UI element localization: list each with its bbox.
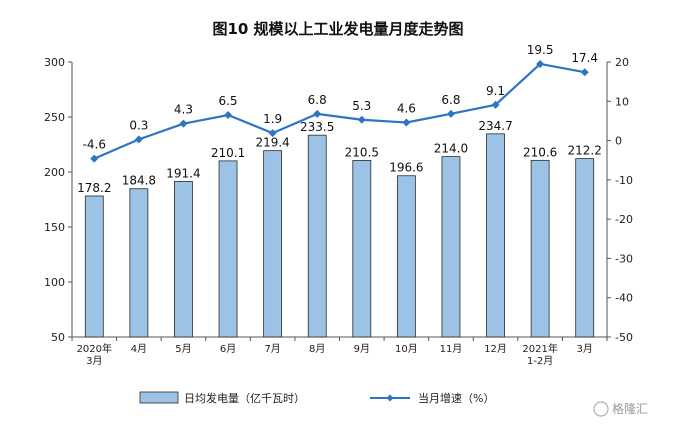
growth-point [268,129,277,138]
left-axis-tick-label: 300 [44,56,65,69]
bar-value-label: 219.4 [255,136,289,150]
category-label: 1-2月 [527,355,553,367]
right-axis-tick-label: -40 [615,292,633,305]
growth-value-label: 4.6 [397,102,416,116]
category-label: 6月 [220,343,236,355]
category-label: 2021年 [522,342,557,355]
category-label: 3月 [577,343,593,355]
category-label: 11月 [440,343,463,355]
category-label: 3月 [86,355,102,367]
category-label: 9月 [354,343,370,355]
legend-bar-swatch [139,391,179,404]
bar [352,160,372,338]
legend-line-marker [386,394,394,402]
growth-point [491,100,500,109]
line-labels: -4.6 0.3 4.3 6.5 1.9 6.8 5.3 4.6 6.8 9.1 19.5 17.4 [83,43,598,152]
bar-value-label: 214.0 [434,142,468,156]
bar [486,133,505,338]
growth-point [90,154,99,163]
category-label: 5月 [175,343,191,355]
growth-point [313,109,322,118]
growth-point [536,59,545,68]
growth-point [224,111,233,120]
bar-value-label: 178.2 [77,181,111,195]
bar-value-label: 210.5 [345,145,379,159]
bar-value-label: 191.4 [166,166,200,180]
right-axis-tick-label: 0 [615,135,622,148]
right-axis-tick-label: -20 [615,213,633,226]
growth-value-label: 6.5 [218,94,237,108]
bar [307,134,327,338]
watermark-logo-icon [593,401,609,417]
growth-value-label: 17.4 [571,51,598,65]
bar [530,159,550,338]
growth-value-label: 1.9 [263,112,282,126]
bar [218,160,238,338]
right-axis-tick-label: 20 [615,56,629,69]
growth-value-label: 4.3 [174,103,193,117]
bar-value-label: 210.6 [523,145,557,159]
bar [575,158,595,338]
category-label: 7月 [264,343,280,355]
category-label: 10月 [395,343,418,355]
axes: 50 100 150 200 250 300 -50 -40 -30 -20 -10 0 10 20 [44,56,633,344]
legend: 日均发电量（亿千瓦时） 当月增速（%） [139,391,494,405]
chart-title: 图10 规模以上工业发电量月度走势图 [212,20,464,38]
growth-value-label: 19.5 [527,43,554,57]
bar [174,181,193,338]
bar [129,188,149,338]
bar-value-label: 212.2 [568,144,602,158]
bar-value-label: 196.6 [389,161,423,175]
category-label: 4月 [131,343,147,355]
category-label: 2020年 [77,342,112,355]
growth-line [90,59,589,163]
bar-value-label: 184.8 [122,174,156,188]
bar-value-label: 233.5 [300,120,334,134]
growth-point [134,135,143,144]
category-label: 8月 [309,343,325,355]
left-axis-tick-label: 250 [44,111,65,124]
category-label: 12月 [484,343,507,355]
right-axis-tick-label: 10 [615,95,629,108]
bar-labels: 178.2 184.8 191.4 210.1 219.4 233.5 210.5 196.6… [77,119,602,195]
bars [84,133,595,338]
legend-bar-label: 日均发电量（亿千瓦时） [184,391,305,405]
growth-value-label: 6.8 [308,93,327,107]
growth-value-label: 6.8 [441,93,460,107]
bar-value-label: 234.7 [478,119,512,133]
left-axis-tick-label: 100 [44,276,65,289]
left-axis-tick-label: 200 [44,166,65,179]
bar [84,195,104,338]
left-axis-tick-label: 50 [51,331,65,344]
bar [396,175,416,338]
bar-value-label: 210.1 [211,146,245,160]
growth-value-label: 5.3 [352,99,371,113]
growth-value-label: -4.6 [83,138,106,152]
bar [441,156,461,338]
growth-point [446,109,455,118]
growth-line-path [93,62,585,160]
watermark-text: 格隆汇 [612,401,648,416]
right-axis-tick-label: -30 [615,252,633,265]
growth-point [402,118,411,127]
right-axis-tick-label: -50 [615,331,633,344]
legend-line-label: 当月增速（%） [418,391,494,405]
bar [263,150,283,338]
watermark: 格隆汇 [593,401,648,417]
left-axis-tick-label: 150 [44,221,65,234]
right-axis-tick-label: -10 [615,174,633,187]
growth-point [357,115,366,124]
growth-value-label: 9.1 [486,84,505,98]
growth-value-label: 0.3 [129,118,148,132]
growth-point [580,68,589,77]
growth-point [179,119,188,128]
